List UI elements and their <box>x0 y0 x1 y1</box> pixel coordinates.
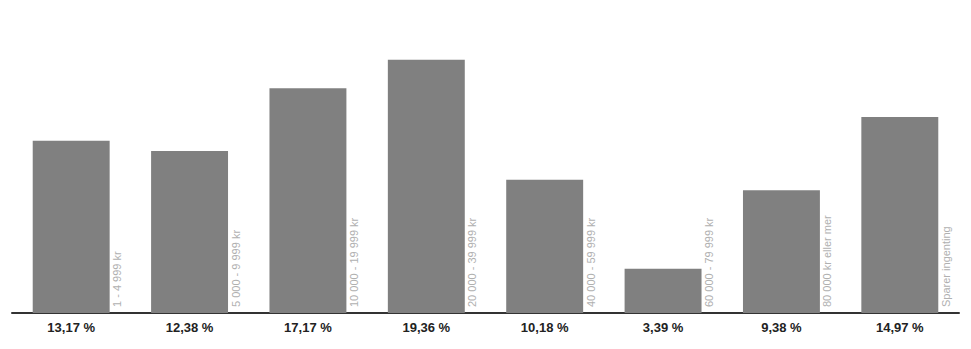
svg-text:10 000 - 19 999 kr: 10 000 - 19 999 kr <box>348 217 360 307</box>
svg-text:14,97 %: 14,97 % <box>876 320 924 335</box>
svg-text:3,39 %: 3,39 % <box>643 320 684 335</box>
svg-text:19,36 %: 19,36 % <box>402 320 450 335</box>
svg-text:9,38 %: 9,38 % <box>761 320 802 335</box>
svg-text:10,18 %: 10,18 % <box>521 320 569 335</box>
svg-text:20 000 - 39 999 kr: 20 000 - 39 999 kr <box>466 217 478 307</box>
svg-text:80 000 kr eller mer: 80 000 kr eller mer <box>821 215 833 307</box>
svg-text:1 - 4 999 kr: 1 - 4 999 kr <box>111 251 123 307</box>
svg-text:5 000 - 9 999 kr: 5 000 - 9 999 kr <box>230 230 242 307</box>
svg-text:Sparer ingenting: Sparer ingenting <box>940 226 952 307</box>
svg-text:40 000 - 59 999 kr: 40 000 - 59 999 kr <box>585 217 597 307</box>
svg-text:60 000 - 79 999 kr: 60 000 - 79 999 kr <box>703 217 715 307</box>
svg-text:12,38 %: 12,38 % <box>166 320 214 335</box>
svg-text:13,17 %: 13,17 % <box>47 320 95 335</box>
svg-text:17,17 %: 17,17 % <box>284 320 332 335</box>
